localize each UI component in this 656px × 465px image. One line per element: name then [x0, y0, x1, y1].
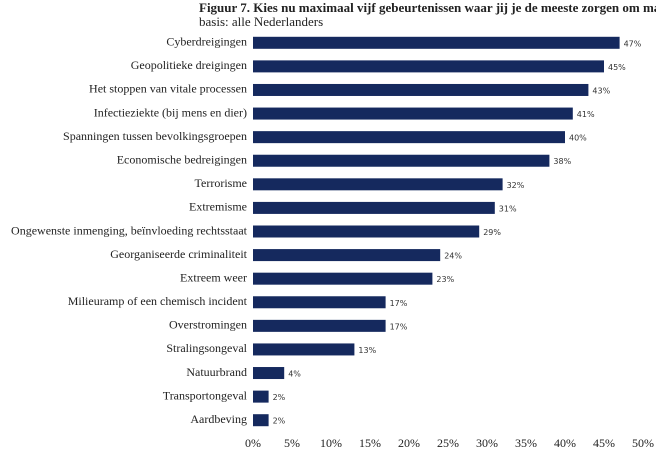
x-tick-label: 10% [320, 436, 342, 450]
bar [253, 390, 269, 403]
value-label: 40% [569, 134, 587, 143]
value-label: 17% [390, 322, 408, 331]
value-label: 41% [577, 110, 595, 119]
x-tick-label: 50% [632, 436, 654, 450]
value-label: 2% [273, 393, 286, 402]
x-tick-label: 5% [284, 436, 300, 450]
chart-subtitle: basis: alle Nederlanders [199, 14, 323, 29]
bar [253, 249, 441, 262]
y-tick-label: Overstromingen [169, 318, 247, 332]
y-tick-label: Het stoppen van vitale processen [89, 82, 247, 96]
bar [253, 201, 495, 214]
value-label: 47% [624, 39, 642, 48]
y-tick-label: Extremisme [189, 200, 247, 214]
bar [253, 154, 550, 167]
bar [253, 414, 269, 427]
bar [253, 178, 503, 191]
x-tick-label: 35% [515, 436, 537, 450]
y-tick-label: Extreem weer [180, 270, 247, 284]
y-tick-label: Economische bedreigingen [117, 152, 247, 166]
y-tick-label: Geopolitieke dreigingen [131, 58, 247, 72]
bar [253, 296, 386, 309]
bar [253, 107, 573, 120]
value-label: 2% [273, 417, 286, 426]
y-tick-label: Natuurbrand [186, 365, 247, 379]
value-label: 45% [608, 63, 626, 72]
y-tick-label: Infectieziekte (bij mens en dier) [94, 105, 247, 119]
value-label: 13% [358, 346, 376, 355]
y-tick-label: Cyberdreigingen [166, 35, 247, 49]
x-tick-label: 0% [245, 436, 261, 450]
x-tick-label: 25% [437, 436, 459, 450]
bar [253, 272, 433, 285]
x-tick-label: 30% [476, 436, 498, 450]
bar [253, 131, 565, 144]
y-tick-label: Ongewenste inmenging, beïnvloeding recht… [11, 223, 248, 237]
x-tick-label: 15% [359, 436, 381, 450]
value-label: 29% [483, 228, 501, 237]
chart-title: Figuur 7. Kies nu maximaal vijf gebeurte… [199, 0, 656, 15]
y-tick-label: Terrorisme [195, 176, 247, 190]
value-label: 31% [499, 204, 517, 213]
bar [253, 319, 386, 332]
y-tick-label: Transportongeval [163, 388, 248, 402]
value-label: 4% [288, 370, 301, 379]
y-tick-label: Milieuramp of een chemisch incident [68, 294, 248, 308]
x-tick-label: 45% [593, 436, 615, 450]
value-label: 38% [553, 157, 571, 166]
bar [253, 60, 604, 73]
bar [253, 343, 355, 356]
y-tick-label: Spanningen tussen bevolkingsgroepen [63, 129, 247, 143]
y-tick-label: Georganiseerde criminaliteit [110, 247, 247, 261]
bar [253, 36, 620, 49]
bar [253, 225, 480, 238]
value-label: 17% [390, 299, 408, 308]
x-tick-label: 40% [554, 436, 576, 450]
bar [253, 367, 285, 380]
y-tick-label: Stralingsongeval [166, 341, 247, 355]
x-tick-label: 20% [398, 436, 420, 450]
bar [253, 83, 589, 96]
value-label: 43% [592, 86, 610, 95]
value-label: 32% [507, 181, 525, 190]
y-tick-label: Aardbeving [190, 412, 247, 426]
value-label: 23% [436, 275, 454, 284]
value-label: 24% [444, 252, 462, 261]
